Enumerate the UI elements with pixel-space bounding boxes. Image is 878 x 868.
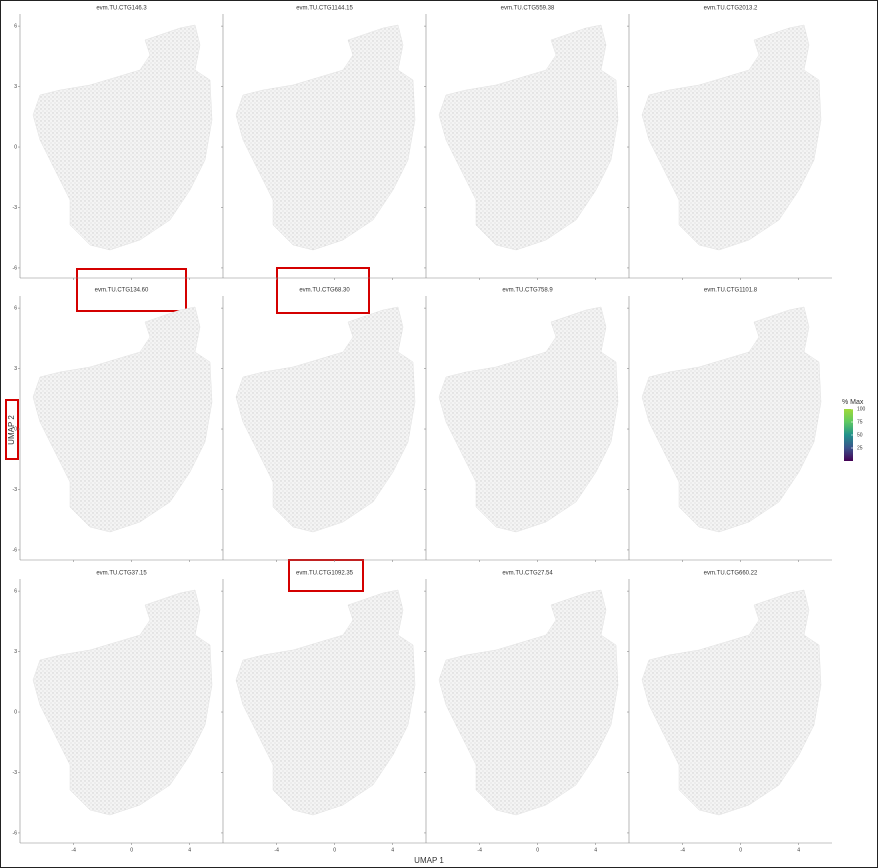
panel-title: evm.TU.CTG1101.8 [704, 288, 758, 294]
x-tick-label: 0 [739, 847, 742, 853]
panel-title: evm.TU.CTG27.54 [502, 571, 553, 577]
y-tick-label: 6 [14, 23, 17, 29]
colorbar-label: 50 [857, 432, 863, 438]
y-tick-label: 3 [14, 649, 17, 655]
colorbar-label: 25 [857, 445, 863, 451]
x-label: UMAP 1 [414, 856, 444, 865]
x-tick-label: -4 [71, 847, 76, 853]
panel-title: evm.TU.CTG660.22 [704, 571, 758, 577]
x-tick-label: 0 [536, 847, 539, 853]
x-tick-label: 0 [130, 847, 133, 853]
cell-cloud [235, 306, 416, 533]
panel-title: evm.TU.CTG559.38 [501, 6, 555, 12]
cell-cloud [32, 24, 213, 251]
y-tick-label: 3 [14, 84, 17, 90]
y-tick-label: 3 [14, 366, 17, 372]
cell-cloud [641, 589, 822, 816]
cell-cloud [641, 24, 822, 251]
y-tick-label: -3 [13, 770, 18, 776]
panel-title: evm.TU.CTG1092.35 [296, 571, 354, 577]
colorbar [844, 409, 853, 461]
y-tick-label: -6 [13, 265, 18, 271]
panel-title: evm.TU.CTG68.30 [299, 288, 350, 294]
y-tick-label: 0 [14, 709, 17, 715]
colorbar-label: 75 [857, 419, 863, 425]
highlight-box [5, 399, 19, 460]
y-label: UMAP 2 [7, 415, 16, 445]
colorbar-label: 100 [857, 406, 866, 412]
y-tick-label: -6 [13, 547, 18, 553]
y-tick-label: -3 [13, 205, 18, 211]
x-tick-label: 0 [333, 847, 336, 853]
y-tick-label: -6 [13, 830, 18, 836]
cell-cloud [438, 589, 619, 816]
x-tick-label: -4 [477, 847, 482, 853]
panel-title: evm.TU.CTG146.3 [96, 6, 147, 12]
y-tick-label: -3 [13, 487, 18, 493]
highlight-box [276, 267, 370, 314]
cell-cloud [438, 306, 619, 533]
x-tick-label: 4 [594, 847, 597, 853]
legend-title: % Max [842, 399, 864, 406]
panel-title: evm.TU.CTG134.60 [95, 288, 149, 294]
x-tick-label: -4 [274, 847, 279, 853]
y-tick-label: 0 [14, 426, 17, 432]
cell-cloud [235, 589, 416, 816]
highlight-box [76, 268, 187, 312]
y-tick-label: 6 [14, 305, 17, 311]
x-tick-label: 4 [391, 847, 394, 853]
cell-cloud [235, 24, 416, 251]
panel-title: evm.TU.CTG1144.15 [296, 6, 353, 12]
y-tick-label: 6 [14, 588, 17, 594]
x-tick-label: 4 [797, 847, 800, 853]
y-tick-label: 0 [14, 144, 17, 150]
panel-title: evm.TU.CTG2013.2 [704, 6, 758, 12]
x-tick-label: 4 [188, 847, 191, 853]
cell-cloud [641, 306, 822, 533]
panel-title: evm.TU.CTG758.9 [502, 288, 553, 294]
cell-cloud [32, 306, 213, 533]
cell-cloud [438, 24, 619, 251]
x-tick-label: -4 [680, 847, 685, 853]
panel-title: evm.TU.CTG37.15 [96, 571, 147, 577]
cell-cloud [32, 589, 213, 816]
